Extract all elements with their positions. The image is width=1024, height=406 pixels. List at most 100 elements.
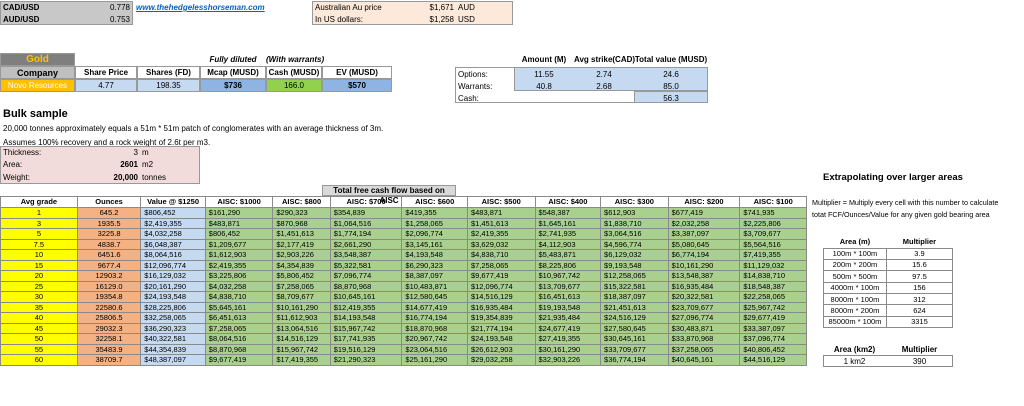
- value-cell: $36,290,323: [140, 322, 206, 334]
- fcf-header-cell: AISC: $800: [272, 196, 331, 208]
- area-cell: 100m * 100m: [823, 247, 887, 260]
- fcf-cell: $483,871: [204, 217, 274, 229]
- fcf-cell: $15,967,742: [329, 322, 403, 334]
- area-cell: 8000m * 100m: [823, 293, 887, 306]
- fcf-cell: $7,419,355: [739, 249, 807, 261]
- value-cell: $6,048,387: [140, 238, 206, 250]
- fcf-cell: $4,838,710: [466, 249, 536, 261]
- fx-label-cad: CAD/USD: [3, 3, 40, 12]
- fcf-cell: $23,709,677: [667, 301, 741, 313]
- grade-cell: 5: [0, 228, 78, 240]
- fcf-cell: $5,806,452: [272, 270, 331, 282]
- fcf-cell: $21,935,484: [534, 312, 602, 324]
- fcf-cell: $2,177,419: [272, 238, 331, 250]
- fcf-cell: $33,387,097: [739, 322, 807, 334]
- fcf-cell: $612,903: [600, 207, 669, 219]
- fcf-cell: $2,225,806: [739, 217, 807, 229]
- fcf-cell: $11,129,032: [739, 259, 807, 271]
- km-multiplier-value: 390: [912, 357, 927, 366]
- grade-cell: 50: [0, 333, 78, 345]
- us-price-value: $1,258: [429, 15, 454, 24]
- fcf-cell: $26,612,903: [466, 343, 536, 355]
- fx-label-aud: AUD/USD: [3, 15, 40, 24]
- table-row: 15 9677.4 $12,096,774 $2,419,355 $4,354,839 $…: [0, 259, 807, 271]
- area-row: 85000m * 100m 3315: [823, 315, 954, 329]
- table-row: 20 12903.2 $16,129,032 $3,225,806 $5,806,452…: [0, 270, 807, 282]
- fcf-cell: $9,193,548: [600, 259, 669, 271]
- table-row: 3 1935.5 $2,419,355 $483,871 $870,968 $1,064,…: [0, 217, 807, 229]
- fcf-cell: $1,774,194: [329, 228, 403, 240]
- table-row: 25 16129.0 $20,161,290 $4,032,258 $7,258,065…: [0, 280, 807, 292]
- fcf-cell: $25,161,290: [401, 354, 468, 366]
- au-price-label: Australian Au price: [315, 3, 382, 12]
- us-price-unit: USD: [458, 15, 475, 24]
- fcf-cell: $13,064,516: [272, 322, 331, 334]
- multiplier-cell: 3.9: [885, 247, 954, 260]
- fcf-cell: $2,661,290: [329, 238, 403, 250]
- area-header-row: Area (m) Multiplier: [824, 236, 953, 248]
- strike-header: Avg strike(CAD): [574, 55, 636, 64]
- options-total: 24.6: [663, 70, 679, 79]
- ounces-cell: 6451.6: [76, 249, 142, 261]
- fcf-header-cell: Ounces: [76, 196, 142, 208]
- fcf-cell: $32,903,226: [534, 354, 602, 366]
- fcf-cell: $21,290,323: [329, 354, 403, 366]
- website-link[interactable]: www.thehedgelesshorseman.com: [136, 3, 265, 12]
- with-warrants-label: (With warrants): [266, 55, 325, 64]
- fcf-cell: $9,677,419: [204, 354, 274, 366]
- fcf-cell: $19,193,548: [534, 301, 602, 313]
- share-price-header: Share Price: [75, 66, 137, 79]
- fcf-cell: $3,387,097: [667, 228, 741, 240]
- area-header: Area (m): [839, 237, 871, 246]
- fcf-cell: $4,032,258: [204, 280, 274, 292]
- fcf-cell: $27,096,774: [667, 312, 741, 324]
- fcf-cell: $1,064,516: [329, 217, 403, 229]
- gold-header: Gold: [0, 53, 75, 66]
- fcf-cell: $19,516,129: [329, 343, 403, 355]
- thickness-unit: m: [142, 148, 149, 157]
- area-row: 200m * 200m 15.6: [823, 258, 954, 272]
- cash-blue: [634, 91, 708, 103]
- km-area-header: Area (km2): [833, 345, 876, 354]
- grade-cell: 45: [0, 322, 78, 334]
- fcf-cell: $1,645,161: [534, 217, 602, 229]
- table-row: 35 22580.6 $28,225,806 $5,645,161 $10,161,29…: [0, 301, 807, 313]
- fcf-cell: $29,032,258: [466, 354, 536, 366]
- ounces-cell: 9677.4: [76, 259, 142, 271]
- au-price-box: [312, 1, 513, 25]
- options-strike: 2.74: [596, 70, 612, 79]
- value-cell: $2,419,355: [140, 217, 206, 229]
- value-cell: $8,064,516: [140, 249, 206, 261]
- mcap-header: Mcap (MUSD): [200, 66, 266, 79]
- fcf-cell: $27,419,355: [534, 333, 602, 345]
- fcf-cell: $14,516,129: [272, 333, 331, 345]
- fcf-cell: $18,387,097: [600, 291, 669, 303]
- fcf-cell: $21,774,194: [466, 322, 536, 334]
- options-blue: [514, 67, 708, 91]
- fcf-cell: $8,870,968: [204, 343, 274, 355]
- au-price-unit: AUD: [458, 3, 475, 12]
- fcf-header-cell: AISC: $500: [466, 196, 536, 208]
- area-unit: m2: [142, 160, 154, 169]
- fcf-cell: $870,968: [272, 217, 331, 229]
- fcf-cell: $36,774,194: [600, 354, 669, 366]
- fcf-cell: $7,258,065: [204, 322, 274, 334]
- fcf-cell: $806,452: [204, 228, 274, 240]
- ev-header: EV (MUSD): [322, 66, 392, 79]
- fcf-cell: $1,451,613: [466, 217, 536, 229]
- fcf-cell: $14,677,419: [401, 301, 468, 313]
- fcf-cell: $4,354,839: [272, 259, 331, 271]
- fcf-cell: $30,483,871: [667, 322, 741, 334]
- ounces-cell: 32258.1: [76, 333, 142, 345]
- value-cell: $20,161,290: [140, 280, 206, 292]
- area-cell: 8000m * 200m: [823, 304, 887, 317]
- table-row: 1 645.2 $806,452 $161,290 $290,323 $354,839 $4…: [0, 207, 807, 219]
- ounces-cell: 3225.8: [76, 228, 142, 240]
- fcf-cell: $3,225,806: [204, 270, 274, 282]
- fcf-cell: $6,290,323: [401, 259, 468, 271]
- fcf-header-cell: AISC: $400: [534, 196, 602, 208]
- grade-cell: 40: [0, 312, 78, 324]
- weight-unit: tonnes: [142, 173, 167, 182]
- options-amount: 11.55: [534, 70, 554, 79]
- fcf-cell: $16,774,194: [401, 312, 468, 324]
